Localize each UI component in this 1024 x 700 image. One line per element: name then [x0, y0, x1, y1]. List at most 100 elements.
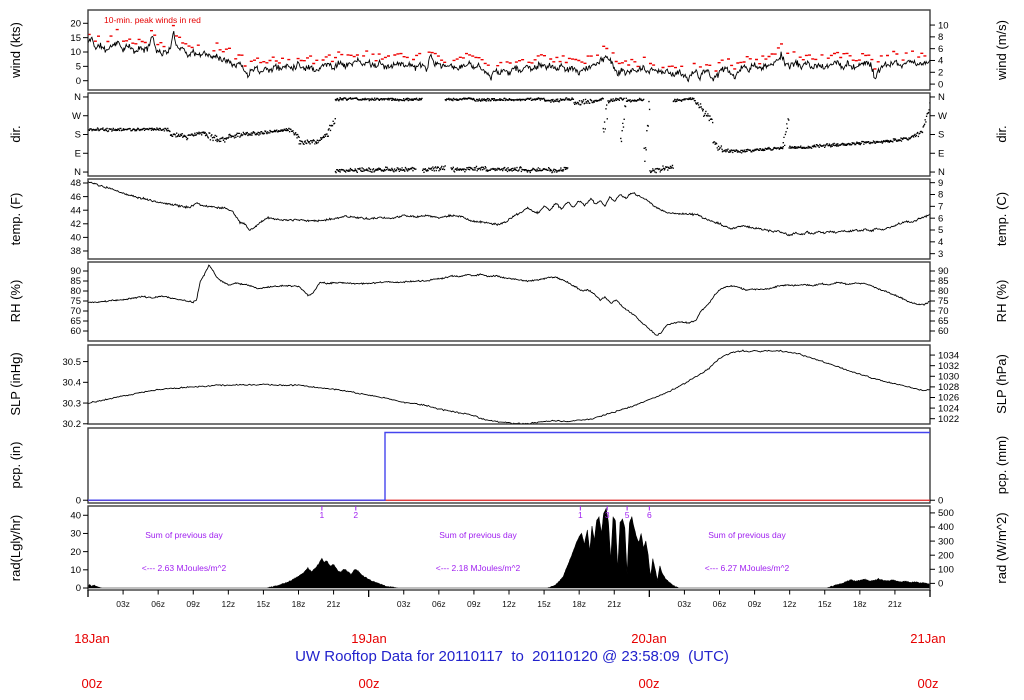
svg-text:60: 60	[70, 326, 81, 337]
rad-right-axis-label: rad (W/m^2)	[994, 512, 1009, 584]
sum-annotation-line2: <--- 2.18 MJoules/m^2	[435, 563, 521, 573]
svg-text:21z: 21z	[888, 599, 902, 609]
sum-annotation-line1: Sum of previous day	[145, 530, 223, 540]
svg-text:30.5: 30.5	[63, 357, 82, 368]
svg-text:10: 10	[70, 565, 81, 576]
x-label-21jan: 21Jan 00z	[910, 631, 946, 691]
svg-text:18z: 18z	[853, 599, 867, 609]
svg-text:90: 90	[70, 266, 81, 277]
svg-text:E: E	[75, 148, 81, 159]
svg-text:48: 48	[70, 178, 81, 189]
svg-text:18z: 18z	[572, 599, 586, 609]
svg-text:N: N	[938, 92, 945, 103]
svg-text:0: 0	[76, 76, 81, 87]
svg-text:N: N	[938, 167, 945, 178]
svg-text:S: S	[938, 130, 944, 141]
svg-text:06z: 06z	[713, 599, 727, 609]
svg-text:09z: 09z	[467, 599, 481, 609]
sum-annotation-day1: Sum of previous day <--- 2.63 MJoules/m^…	[142, 508, 227, 596]
svg-text:46: 46	[70, 192, 81, 203]
svg-text:5: 5	[76, 62, 81, 73]
svg-text:60: 60	[938, 326, 949, 337]
svg-text:10: 10	[938, 20, 949, 31]
svg-text:10: 10	[70, 47, 81, 58]
svg-text:40: 40	[70, 233, 81, 244]
svg-text:W: W	[72, 111, 81, 122]
svg-text:500: 500	[938, 508, 954, 519]
x-label-19jan: 19Jan 00z	[351, 631, 387, 691]
svg-text:06z: 06z	[432, 599, 446, 609]
svg-text:2: 2	[938, 67, 943, 78]
svg-text:90: 90	[938, 266, 949, 277]
svg-text:200: 200	[938, 550, 954, 561]
svg-text:4: 4	[938, 56, 943, 67]
sum-annotation-line1: Sum of previous day	[708, 530, 786, 540]
svg-text:0: 0	[938, 579, 943, 590]
svg-text:E: E	[938, 148, 944, 159]
svg-text:1034: 1034	[938, 350, 959, 361]
svg-text:3: 3	[938, 249, 943, 260]
svg-text:100: 100	[938, 564, 954, 575]
svg-text:80: 80	[938, 286, 949, 297]
svg-text:21z: 21z	[327, 599, 341, 609]
svg-text:65: 65	[70, 316, 81, 327]
peak-winds-note: 10-min. peak winds in red	[104, 15, 201, 25]
svg-text:42: 42	[70, 219, 81, 230]
svg-text:03z: 03z	[116, 599, 130, 609]
svg-text:85: 85	[70, 276, 81, 287]
svg-text:0: 0	[938, 79, 943, 90]
svg-text:15: 15	[70, 33, 81, 44]
svg-text:40: 40	[70, 510, 81, 521]
svg-text:300: 300	[938, 536, 954, 547]
svg-text:1: 1	[320, 510, 325, 520]
svg-text:7: 7	[938, 202, 943, 213]
svg-text:1026: 1026	[938, 393, 959, 404]
svg-text:20: 20	[70, 547, 81, 558]
svg-text:75: 75	[938, 296, 949, 307]
sum-annotation-line2: <--- 2.63 MJoules/m^2	[141, 563, 227, 573]
svg-text:65: 65	[938, 316, 949, 327]
svg-text:30.4: 30.4	[63, 378, 82, 389]
svg-text:85: 85	[938, 276, 949, 287]
svg-text:N: N	[74, 167, 81, 178]
svg-text:1024: 1024	[938, 403, 959, 414]
svg-text:9: 9	[938, 178, 943, 189]
svg-text:09z: 09z	[748, 599, 762, 609]
svg-text:06z: 06z	[151, 599, 165, 609]
svg-text:N: N	[74, 92, 81, 103]
svg-text:6: 6	[938, 213, 943, 224]
svg-text:6: 6	[938, 44, 943, 55]
svg-text:15z: 15z	[537, 599, 551, 609]
svg-text:0: 0	[76, 495, 81, 506]
svg-text:30.2: 30.2	[63, 419, 82, 430]
svg-text:400: 400	[938, 522, 954, 533]
sum-annotation-line2: <--- 6.27 MJoules/m^2	[704, 563, 790, 573]
svg-text:1032: 1032	[938, 361, 959, 372]
svg-text:6: 6	[647, 510, 652, 520]
svg-text:38: 38	[70, 246, 81, 257]
svg-text:70: 70	[938, 306, 949, 317]
svg-text:0: 0	[76, 583, 81, 594]
svg-text:3: 3	[605, 510, 610, 520]
svg-text:80: 80	[70, 286, 81, 297]
svg-text:8: 8	[938, 32, 943, 43]
svg-text:5: 5	[938, 225, 943, 236]
svg-text:75: 75	[70, 296, 81, 307]
svg-text:18z: 18z	[292, 599, 306, 609]
svg-text:20: 20	[70, 18, 81, 29]
svg-text:09z: 09z	[186, 599, 200, 609]
sum-annotation-day3: Sum of previous day <--- 6.27 MJoules/m^…	[705, 508, 790, 596]
plot-title: UW Rooftop Data for 20110117 to 20110120…	[295, 648, 729, 665]
svg-text:44: 44	[70, 205, 81, 216]
svg-text:30: 30	[70, 529, 81, 540]
svg-text:8: 8	[938, 190, 943, 201]
svg-text:03z: 03z	[678, 599, 692, 609]
svg-text:15z: 15z	[818, 599, 832, 609]
svg-text:21z: 21z	[607, 599, 621, 609]
svg-text:12z: 12z	[221, 599, 235, 609]
svg-text:0: 0	[938, 495, 943, 506]
svg-text:03z: 03z	[397, 599, 411, 609]
svg-text:S: S	[75, 130, 81, 141]
